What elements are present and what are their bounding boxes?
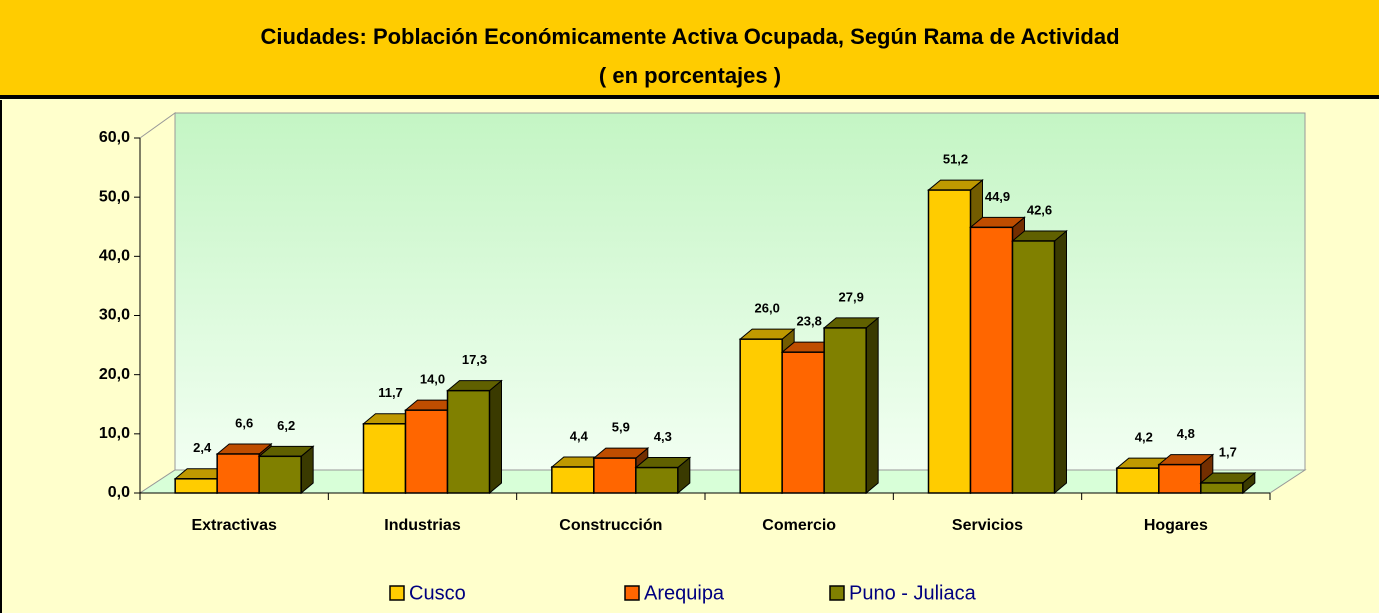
value-label: 4,4	[570, 428, 589, 443]
value-label: 4,2	[1135, 430, 1153, 445]
legend-label: Puno - Juliaca	[849, 582, 977, 604]
bar	[927, 189, 972, 494]
legend-swatch	[624, 585, 640, 601]
side-wall	[139, 112, 176, 494]
bar	[216, 453, 260, 494]
value-label: 11,7	[378, 385, 403, 400]
value-label: 27,9	[839, 289, 864, 304]
y-tick-label: 60,0	[99, 129, 130, 146]
bar	[593, 457, 637, 494]
y-tick-label: 50,0	[99, 188, 130, 205]
bar	[362, 423, 407, 494]
value-label: 4,8	[1177, 426, 1195, 441]
bar	[635, 466, 679, 494]
bar	[1011, 240, 1056, 494]
y-tick-label: 10,0	[99, 425, 130, 442]
legend-swatch	[389, 585, 405, 601]
x-tick-label: Industrias	[384, 517, 461, 534]
y-tick-label: 20,0	[99, 366, 130, 383]
bar	[1200, 482, 1244, 494]
y-tick-label: 30,0	[99, 307, 130, 324]
bar	[1158, 463, 1202, 494]
value-label: 23,8	[797, 314, 822, 329]
bar	[1116, 467, 1160, 494]
legend-swatch	[829, 585, 845, 601]
chart-subtitle: ( en porcentajes )	[599, 63, 781, 88]
value-label: 6,6	[235, 415, 253, 430]
value-label: 5,9	[612, 420, 630, 435]
bar-side	[1054, 229, 1067, 495]
value-label: 4,3	[654, 429, 672, 444]
value-label: 14,0	[420, 372, 445, 387]
bar	[258, 455, 302, 494]
title-banner	[0, 0, 1379, 95]
chart-title: Ciudades: Población Económicamente Activ…	[260, 24, 1119, 49]
bar	[781, 351, 825, 494]
x-tick-label: Comercio	[762, 517, 836, 534]
bar	[404, 409, 449, 494]
bar	[174, 478, 218, 494]
x-tick-label: Construcción	[559, 517, 662, 534]
y-tick-label: 40,0	[99, 248, 130, 265]
bar-side	[489, 379, 502, 495]
legend-label: Arequipa	[644, 582, 725, 604]
value-label: 44,9	[985, 189, 1010, 204]
x-tick-label: Hogares	[1144, 517, 1208, 534]
value-label: 1,7	[1219, 444, 1237, 459]
x-tick-label: Extractivas	[191, 517, 276, 534]
legend-label: Cusco	[409, 582, 466, 604]
value-label: 51,2	[943, 152, 968, 167]
bar	[446, 389, 491, 494]
bar	[823, 327, 867, 494]
value-label: 42,6	[1027, 202, 1052, 217]
value-label: 2,4	[193, 440, 212, 455]
value-label: 17,3	[462, 352, 487, 367]
bar	[969, 226, 1014, 494]
value-label: 6,2	[277, 418, 295, 433]
x-tick-label: Servicios	[952, 517, 1023, 534]
banner-shadow	[0, 95, 1379, 99]
bar	[739, 338, 783, 494]
bar	[551, 466, 595, 494]
value-label: 26,0	[755, 301, 780, 316]
bar-side	[865, 316, 879, 495]
y-tick-label: 0,0	[108, 484, 130, 501]
